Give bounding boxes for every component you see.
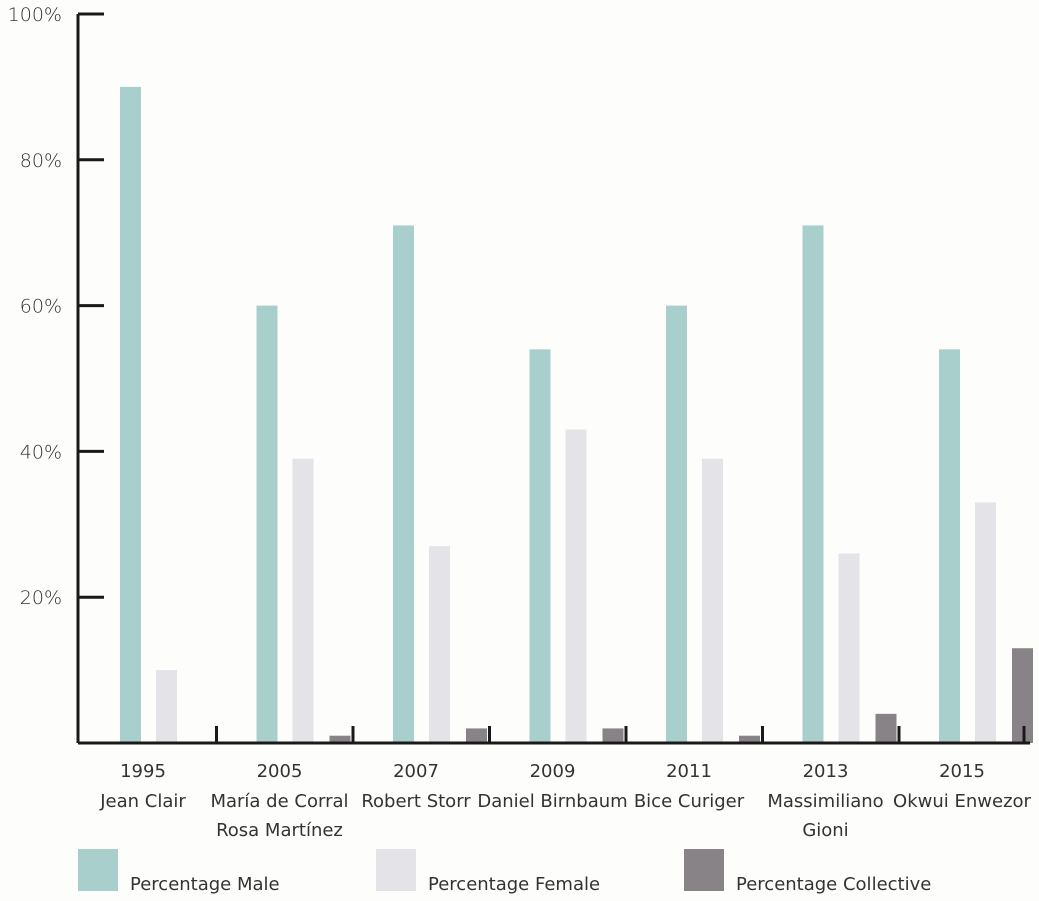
bar-percentage-collective-2013 — [875, 713, 897, 743]
bar-percentage-female-2007 — [429, 546, 450, 743]
bar-percentage-collective-2009 — [602, 728, 624, 743]
bar-percentage-male-2007 — [393, 225, 414, 743]
bar-percentage-male-2005 — [256, 305, 278, 743]
legend-swatch-percentage-collective — [684, 849, 724, 891]
x-tick-label-curator: Okwui Enwezor — [893, 791, 1031, 812]
bar-percentage-male-2011 — [666, 305, 687, 743]
y-tick-label: 80% — [20, 150, 62, 172]
bar-percentage-male-2015 — [939, 349, 960, 743]
bar-percentage-female-2015 — [975, 502, 996, 743]
x-tick-label-curator: Daniel Birnbaum — [477, 791, 627, 812]
bar-percentage-collective-2007 — [466, 728, 487, 743]
x-tick-label-year: 2005 — [257, 761, 303, 782]
x-tick-label-curator: Bice Curiger — [634, 791, 745, 812]
legend-label: Percentage Male — [130, 874, 280, 895]
x-tick-label-curator: Rosa Martínez — [216, 820, 343, 841]
bar-percentage-female-1995 — [156, 670, 177, 743]
bar-percentage-female-2013 — [838, 553, 860, 743]
x-tick-label-curator: Robert Storr — [361, 791, 471, 812]
bar-percentage-female-2011 — [702, 458, 723, 743]
bar-percentage-male-2009 — [529, 349, 551, 743]
legend-swatch-percentage-female — [376, 849, 416, 891]
bar-percentage-female-2009 — [565, 429, 587, 743]
bar-percentage-collective-2011 — [739, 735, 760, 743]
bar-percentage-collective-2005 — [329, 735, 351, 743]
legend-label: Percentage Collective — [736, 874, 931, 895]
x-tick-label-year: 2015 — [939, 761, 985, 782]
bar-percentage-female-2005 — [292, 458, 314, 743]
x-tick-label-curator: Massimiliano — [767, 791, 883, 812]
x-tick-label-year: 2007 — [393, 761, 439, 782]
x-tick-label-curator: Gioni — [802, 820, 848, 841]
legend-label: Percentage Female — [428, 874, 600, 895]
bar-percentage-male-1995 — [120, 86, 141, 743]
x-tick-label-year: 2011 — [666, 761, 712, 782]
bar-percentage-collective-2015 — [1012, 648, 1033, 743]
y-tick-label: 40% — [20, 441, 62, 463]
bar-percentage-male-2013 — [802, 225, 824, 743]
y-tick-label: 100% — [8, 4, 62, 26]
x-tick-label-year: 1995 — [120, 761, 166, 782]
x-tick-label-year: 2013 — [803, 761, 849, 782]
y-tick-label: 20% — [20, 587, 62, 609]
x-tick-label-curator: María de Corral — [210, 791, 348, 812]
legend-swatch-percentage-male — [78, 849, 118, 891]
x-tick-label-curator: Jean Clair — [99, 791, 186, 812]
x-tick-label-year: 2009 — [530, 761, 576, 782]
y-tick-label: 60% — [20, 296, 62, 318]
